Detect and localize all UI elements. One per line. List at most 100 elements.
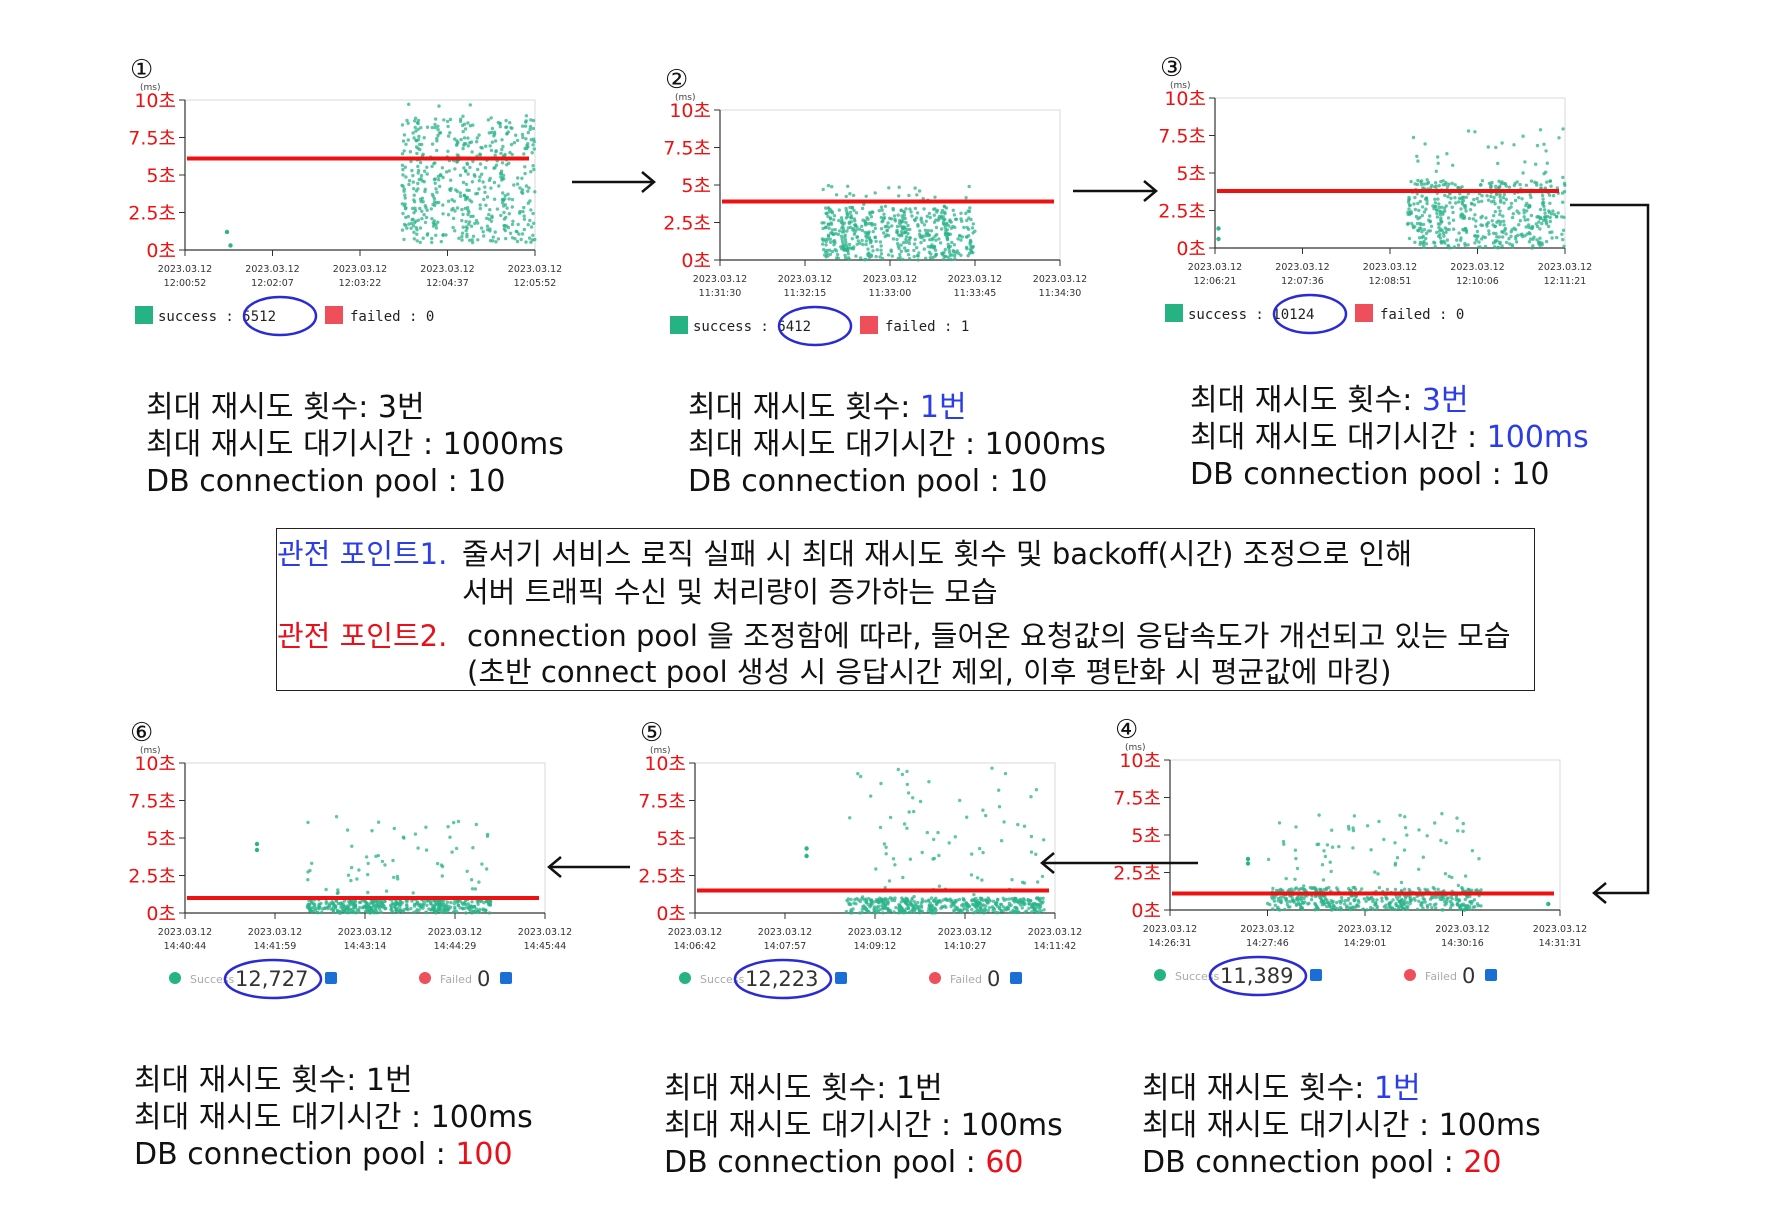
data-point <box>826 214 830 219</box>
data-point <box>414 145 419 149</box>
data-point <box>528 124 533 129</box>
data-point <box>927 211 932 216</box>
failed-count: 0 <box>477 967 490 991</box>
x-tick-date: 2023.03.12 <box>338 927 392 938</box>
data-point <box>832 239 837 243</box>
scatter-chart-svg: ②(ms)10초7.5초5초2.5초0초2023.03.1211:31:3020… <box>663 65 1087 347</box>
failed-checkbox[interactable] <box>1010 972 1022 984</box>
x-tick-time: 12:00:52 <box>164 278 207 289</box>
data-point <box>905 769 909 774</box>
success-checkbox[interactable] <box>325 972 337 984</box>
data-point <box>1428 214 1432 218</box>
data-point <box>860 224 864 228</box>
data-point <box>863 230 867 235</box>
data-point <box>402 189 406 193</box>
x-tick-date: 2023.03.12 <box>863 274 917 285</box>
data-point <box>1459 207 1463 211</box>
data-point <box>484 203 488 207</box>
data-point <box>477 880 481 884</box>
data-point <box>899 208 903 212</box>
data-point <box>448 131 452 135</box>
data-point <box>1444 204 1448 208</box>
data-point <box>1315 842 1319 847</box>
success-count: 12,727 <box>235 967 308 991</box>
data-point <box>519 237 523 242</box>
data-point <box>1354 894 1358 899</box>
data-point <box>1019 903 1023 907</box>
data-point <box>1518 219 1522 223</box>
data-point <box>959 217 963 221</box>
success-legend-dot <box>1154 969 1166 981</box>
data-point <box>411 180 415 184</box>
data-point <box>1451 163 1455 167</box>
data-point <box>1493 224 1497 228</box>
data-point <box>829 221 833 225</box>
data-point <box>1465 905 1469 910</box>
data-point <box>1027 906 1031 910</box>
data-point <box>913 186 917 190</box>
max-retry-count-row: 최대 재시도 횟수: 1번 <box>1142 1070 1541 1107</box>
legend: Success 12,727 Failed 0 <box>169 958 512 1000</box>
data-point <box>436 909 440 913</box>
data-point <box>307 903 312 907</box>
data-point <box>1009 903 1013 907</box>
data-point <box>1322 849 1326 853</box>
data-point <box>336 888 340 892</box>
data-point <box>1540 243 1544 247</box>
data-point <box>481 230 485 234</box>
max-retry-wait-row: 최대 재시도 대기시간 : 100ms <box>134 1099 533 1136</box>
data-point <box>916 258 920 262</box>
data-point <box>960 235 965 239</box>
data-point <box>977 846 982 851</box>
data-point <box>1545 222 1549 226</box>
y-tick-label: 10초 <box>134 90 176 112</box>
data-point <box>1547 193 1552 197</box>
data-point <box>918 229 922 233</box>
data-point <box>821 238 825 243</box>
data-point <box>1529 195 1533 200</box>
success-checkbox[interactable] <box>1310 969 1322 981</box>
data-point <box>940 251 944 256</box>
data-point <box>1454 201 1458 205</box>
data-point <box>439 863 444 867</box>
success-checkbox[interactable] <box>835 972 847 984</box>
data-point <box>916 223 920 227</box>
data-point <box>1468 208 1473 212</box>
data-point <box>1288 905 1292 909</box>
data-point <box>448 117 453 122</box>
chart-panel-2: ② (ms) 10초 7.5초 5초 2.5초 0초 2023.03.12 11:31:30 20… <box>655 60 1105 370</box>
y-unit-label: (ms) <box>650 746 670 756</box>
scatter-chart-svg: ①(ms)10초7.5초5초2.5초0초2023.03.1212:00:5220… <box>128 55 562 337</box>
max-retry-wait-value: 100ms <box>1486 420 1589 455</box>
data-point <box>886 221 890 225</box>
data-point <box>1029 834 1034 839</box>
data-point <box>904 220 908 225</box>
data-point <box>362 905 366 909</box>
data-point <box>483 908 488 912</box>
data-point <box>945 222 949 227</box>
x-tick-date: 2023.03.12 <box>420 264 474 275</box>
data-point <box>1405 900 1409 905</box>
data-point <box>501 191 505 195</box>
failed-checkbox[interactable] <box>1485 969 1497 981</box>
data-point <box>1288 899 1292 904</box>
data-point <box>1497 205 1501 210</box>
max-retry-wait-row: 최대 재시도 대기시간 : 100ms <box>1190 419 1589 456</box>
data-point <box>465 188 469 192</box>
data-point <box>365 910 369 914</box>
x-tick-date: 2023.03.12 <box>1450 262 1504 273</box>
data-point <box>404 142 408 146</box>
data-point <box>508 121 512 125</box>
data-point <box>1416 886 1421 891</box>
data-point <box>1456 883 1461 888</box>
data-point <box>510 222 515 227</box>
data-point <box>1485 224 1489 228</box>
failed-checkbox[interactable] <box>500 972 512 984</box>
failed-legend-label: Failed <box>950 973 982 986</box>
data-point <box>877 209 881 213</box>
data-point <box>937 216 941 221</box>
data-point <box>1424 231 1429 236</box>
data-point <box>1029 850 1034 854</box>
data-point <box>873 223 877 227</box>
data-point <box>1544 149 1548 153</box>
